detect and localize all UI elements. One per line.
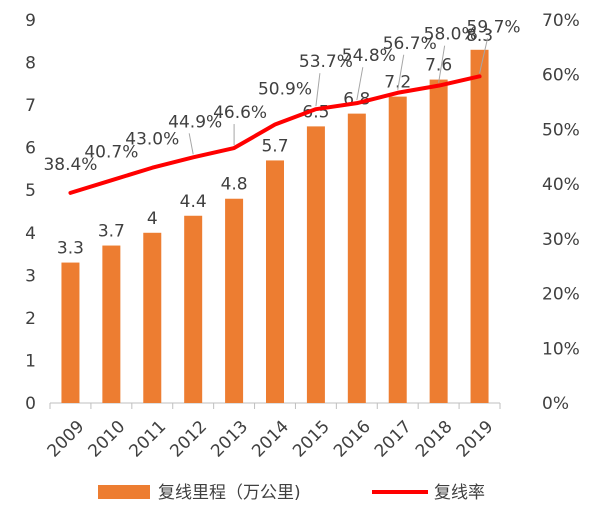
bar	[266, 160, 284, 403]
bar	[102, 245, 121, 403]
line-value-label: 44.9%	[168, 112, 222, 132]
line-point	[191, 155, 195, 159]
leader-line	[479, 38, 489, 74]
line-value-label: 43.0%	[125, 130, 179, 150]
line-value-label: 59.7%	[467, 17, 521, 37]
y-right-tick-label: 10%	[542, 339, 580, 359]
bars-layer	[61, 49, 489, 404]
line-value-label: 46.6%	[213, 103, 267, 123]
line-point	[150, 166, 154, 170]
y-left-tick-label: 2	[25, 309, 36, 329]
line-value-label: 56.7%	[383, 34, 437, 54]
y-right-tick-label: 60%	[542, 66, 580, 86]
line-value-label: 38.4%	[43, 155, 97, 175]
bar-value-label: 5.7	[261, 136, 288, 156]
leader-line	[188, 133, 194, 155]
line-value-label: 58.0%	[424, 25, 478, 45]
legend-swatch-bar	[98, 485, 150, 499]
bar-value-label: 7.6	[425, 56, 452, 76]
bar-value-label: 4.8	[221, 175, 248, 195]
leader-line	[397, 54, 405, 90]
legend-label-line: 复线率	[434, 483, 485, 503]
line-value-label: 50.9%	[258, 80, 312, 100]
y-left-tick-label: 6	[25, 139, 36, 159]
line-point	[314, 107, 318, 111]
y-left-tick-label: 7	[25, 96, 36, 116]
y-left-tick-label: 5	[25, 181, 36, 201]
leader-line	[438, 45, 446, 83]
x-category-label: 2010	[85, 417, 130, 462]
line-point	[232, 146, 236, 150]
x-category-label: 2013	[207, 417, 252, 462]
y-right-tick-label: 20%	[542, 285, 580, 305]
y-left-tick-label: 4	[25, 224, 36, 244]
legend-label-bar: 复线里程（万公里)	[158, 483, 301, 503]
bar-value-label: 7.2	[384, 73, 411, 93]
bar-value-label: 3.7	[98, 222, 125, 242]
line-point	[109, 178, 113, 182]
bar-value-label: 4	[147, 209, 158, 229]
line-layer	[68, 74, 482, 195]
bar	[470, 49, 489, 404]
y-right-tick-label: 0%	[542, 394, 569, 414]
bar	[388, 96, 407, 403]
y-left-tick-label: 9	[25, 11, 36, 31]
bar-labels-layer: 3.33.744.44.85.76.56.87.27.68.3	[57, 26, 493, 259]
leader-line	[356, 67, 364, 101]
y-left-tick-label: 0	[25, 394, 36, 414]
bar-value-label: 4.4	[180, 192, 207, 212]
bar-value-label: 3.3	[57, 239, 84, 259]
line-value-label: 53.7%	[299, 52, 353, 72]
x-category-label: 2011	[125, 417, 170, 462]
bar-value-label: 8.3	[466, 26, 493, 46]
x-category-label: 2009	[44, 417, 89, 462]
x-category-label: 2017	[371, 417, 416, 462]
bar	[429, 79, 448, 404]
line-point	[273, 123, 277, 127]
line-value-label: 54.8%	[342, 46, 396, 66]
bar	[143, 232, 162, 403]
x-category-label: 2019	[453, 417, 498, 462]
line-point	[355, 101, 359, 105]
y-right-tick-label: 30%	[542, 230, 580, 250]
x-category-label: 2014	[248, 417, 293, 462]
line-point	[437, 84, 441, 88]
y-right-tick-label: 50%	[542, 120, 580, 140]
x-category-label: 2012	[166, 417, 211, 462]
bar	[61, 262, 80, 403]
y-right-tick-label: 70%	[542, 11, 580, 31]
line-labels-layer: 38.4%40.7%43.0%44.9%46.6% 50.9% 53.7%54.8%…	[43, 17, 520, 175]
x-category-label: 2016	[330, 417, 375, 462]
x-category-label: 2018	[412, 417, 457, 462]
leader-line	[315, 73, 321, 107]
line-value-label: 40.7%	[84, 142, 138, 162]
line-point	[68, 191, 72, 195]
y-left-tick-label: 1	[25, 351, 36, 371]
bar	[184, 215, 203, 403]
y-left-tick-label: 8	[25, 54, 36, 74]
line-point	[478, 74, 482, 78]
y-right-tick-label: 40%	[542, 175, 580, 195]
bar	[225, 198, 244, 403]
y-left-tick-label: 3	[25, 266, 36, 286]
line-point	[396, 91, 400, 95]
bar	[306, 126, 325, 403]
x-category-label: 2015	[289, 417, 334, 462]
legend: 复线里程（万公里) 复线率	[98, 483, 485, 503]
bar	[347, 113, 366, 403]
